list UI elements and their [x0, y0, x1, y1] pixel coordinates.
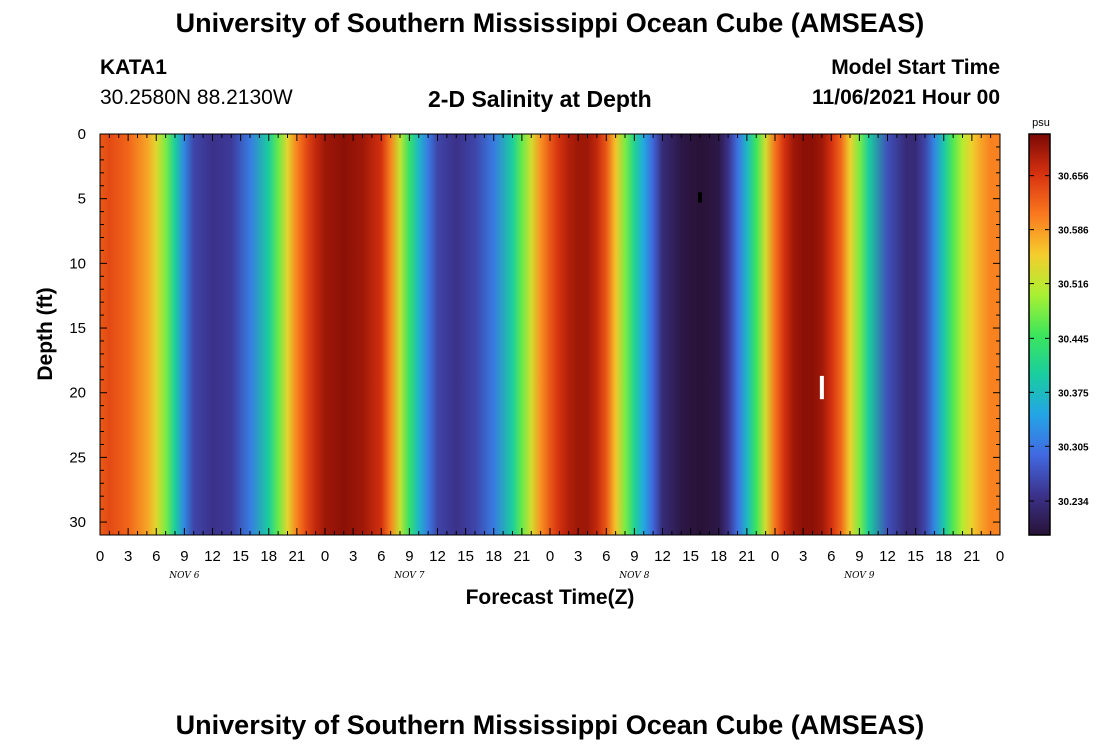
x-tick-label: 15	[907, 548, 924, 565]
colorbar-tick-label: 30.656	[1058, 172, 1089, 183]
x-tick-label: 18	[935, 548, 952, 565]
x-tick-label: 9	[180, 548, 188, 565]
colorbar-tick-label: 30.516	[1058, 280, 1089, 291]
x-tick-label: 6	[602, 548, 610, 565]
salinity-field	[100, 134, 1000, 535]
y-tick-label: 15	[69, 320, 86, 337]
x-tick-label: 9	[405, 548, 413, 565]
station-id: KATA1	[100, 56, 167, 79]
x-tick-label: 18	[485, 548, 502, 565]
x-tick-label: 21	[964, 548, 981, 565]
x-tick-label: 0	[546, 548, 554, 565]
y-axis-title: Depth (ft)	[34, 287, 57, 380]
x-tick-label: 9	[630, 548, 638, 565]
x-tick-label: 3	[799, 548, 807, 565]
day-label: NOV 9	[843, 571, 874, 581]
colorbar-tick-label: 30.586	[1058, 226, 1089, 237]
main-title-bottom: University of Southern Mississippi Ocean…	[175, 710, 925, 740]
x-tick-label: 9	[855, 548, 863, 565]
main-title-top: University of Southern Mississippi Ocean…	[175, 8, 925, 38]
x-tick-label: 0	[321, 548, 329, 565]
y-tick-label: 10	[69, 255, 86, 272]
y-tick-label: 5	[78, 191, 86, 208]
x-tick-label: 15	[232, 548, 249, 565]
day-label: NOV 8	[618, 571, 649, 581]
x-tick-label: 21	[739, 548, 756, 565]
x-tick-label: 12	[429, 548, 446, 565]
x-tick-label: 12	[654, 548, 671, 565]
x-tick-label: 6	[152, 548, 160, 565]
x-tick-label: 21	[514, 548, 531, 565]
model-start-value: 11/06/2021 Hour 00	[812, 86, 1000, 109]
y-tick-label: 20	[69, 385, 86, 402]
x-tick-label: 0	[96, 548, 104, 565]
station-coords: 30.2580N 88.2130W	[100, 86, 293, 109]
y-tick-label: 25	[69, 449, 86, 466]
x-tick-label: 0	[771, 548, 779, 565]
y-tick-label: 30	[69, 514, 86, 531]
day-label: NOV 6	[168, 571, 199, 581]
colorbar-tick-label: 30.305	[1058, 442, 1089, 453]
x-tick-label: 15	[457, 548, 474, 565]
x-tick-label: 6	[827, 548, 835, 565]
day-label: NOV 7	[393, 571, 424, 581]
data-marker	[819, 375, 824, 400]
x-tick-label: 18	[260, 548, 277, 565]
plot-title: 2-D Salinity at Depth	[428, 86, 652, 112]
x-tick-label: 3	[349, 548, 357, 565]
x-tick-label: 0	[996, 548, 1004, 565]
plot-frame	[99, 133, 1001, 536]
x-tick-label: 6	[377, 548, 385, 565]
colorbar-units: psu	[1032, 117, 1050, 129]
colorbar-tick-label: 30.445	[1058, 334, 1089, 345]
x-tick-label: 21	[289, 548, 306, 565]
colorbar-tick-label: 30.375	[1058, 388, 1089, 399]
x-tick-label: 12	[204, 548, 221, 565]
x-tick-label: 15	[682, 548, 699, 565]
x-tick-label: 12	[879, 548, 896, 565]
x-tick-label: 3	[574, 548, 582, 565]
x-tick-label: 3	[124, 548, 132, 565]
data-marker	[698, 192, 702, 203]
x-tick-label: 18	[710, 548, 727, 565]
colorbar	[1028, 133, 1051, 536]
colorbar-tick-label: 30.234	[1058, 497, 1089, 508]
model-start-label: Model Start Time	[831, 56, 1000, 79]
x-axis-title: Forecast Time(Z)	[466, 586, 635, 609]
y-tick-label: 0	[78, 126, 86, 143]
